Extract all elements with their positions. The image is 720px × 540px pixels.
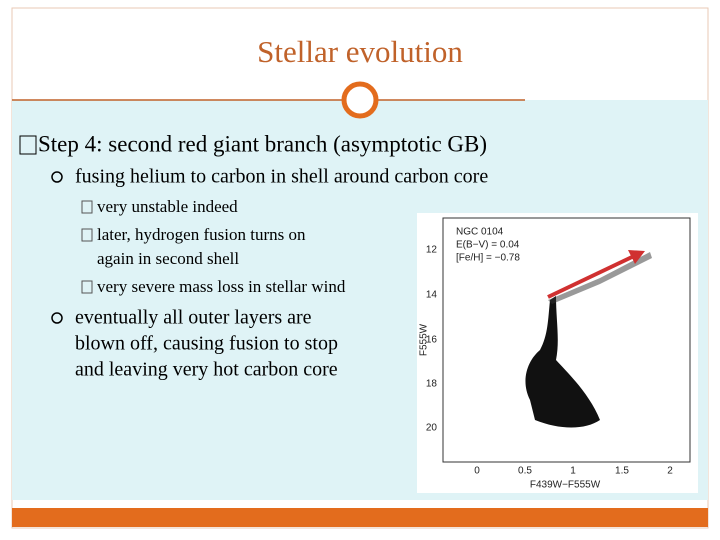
y-tick-label: 12 xyxy=(426,245,438,256)
x-tick-label: 0 xyxy=(474,466,480,477)
x-axis-label: F439W−F555W xyxy=(530,480,601,491)
sub-bullet-text: again in second shell xyxy=(97,249,239,268)
slide-title: Stellar evolution xyxy=(257,34,463,69)
bullet-box xyxy=(19,135,37,155)
sub-bullet-text: very unstable indeed xyxy=(97,197,238,216)
bullet-text: fusing helium to carbon in shell around … xyxy=(75,166,488,188)
y-tick-label: 18 xyxy=(426,379,438,390)
star-cloud xyxy=(525,296,600,428)
bullet-text: and leaving very hot carbon core xyxy=(75,359,338,381)
sub-bullet xyxy=(81,200,93,214)
x-tick-label: 0.5 xyxy=(518,466,532,477)
heading: Step 4: second red giant branch (asympto… xyxy=(38,131,487,156)
sub-bullet-text: later, hydrogen fusion turns on xyxy=(97,225,306,244)
x-tick-label: 2 xyxy=(667,466,673,477)
annotation: E(B−V) = 0.04 xyxy=(456,240,520,251)
annotation: [Fe/H] = −0.78 xyxy=(456,253,520,264)
sub-bullet xyxy=(81,280,93,294)
bullet xyxy=(51,171,63,183)
sub-bullet-text: very severe mass loss in stellar wind xyxy=(97,277,346,296)
cmd-figure: NGC 0104 E(B−V) = 0.04 [Fe/H] = −0.78 12… xyxy=(417,213,698,493)
arrow-head xyxy=(628,250,645,264)
plot-frame xyxy=(442,217,691,463)
annotation: NGC 0104 xyxy=(456,227,504,238)
giant-branch xyxy=(548,252,652,304)
bullet-text: eventually all outer layers are xyxy=(75,307,312,329)
x-tick-label: 1.5 xyxy=(615,466,629,477)
y-tick-label: 14 xyxy=(426,290,438,301)
sub-bullet xyxy=(81,228,93,242)
title-ornament xyxy=(341,81,379,119)
bullet-text: blown off, causing fusion to stop xyxy=(75,333,338,355)
y-axis-label: F555W xyxy=(419,323,430,356)
bullet xyxy=(51,312,63,324)
y-tick-label: 16 xyxy=(426,335,438,346)
footer-bar xyxy=(12,508,708,527)
x-tick-label: 1 xyxy=(570,466,576,477)
figure-background xyxy=(417,213,698,493)
y-tick-label: 20 xyxy=(426,423,438,434)
arrow-shaft xyxy=(547,255,633,299)
